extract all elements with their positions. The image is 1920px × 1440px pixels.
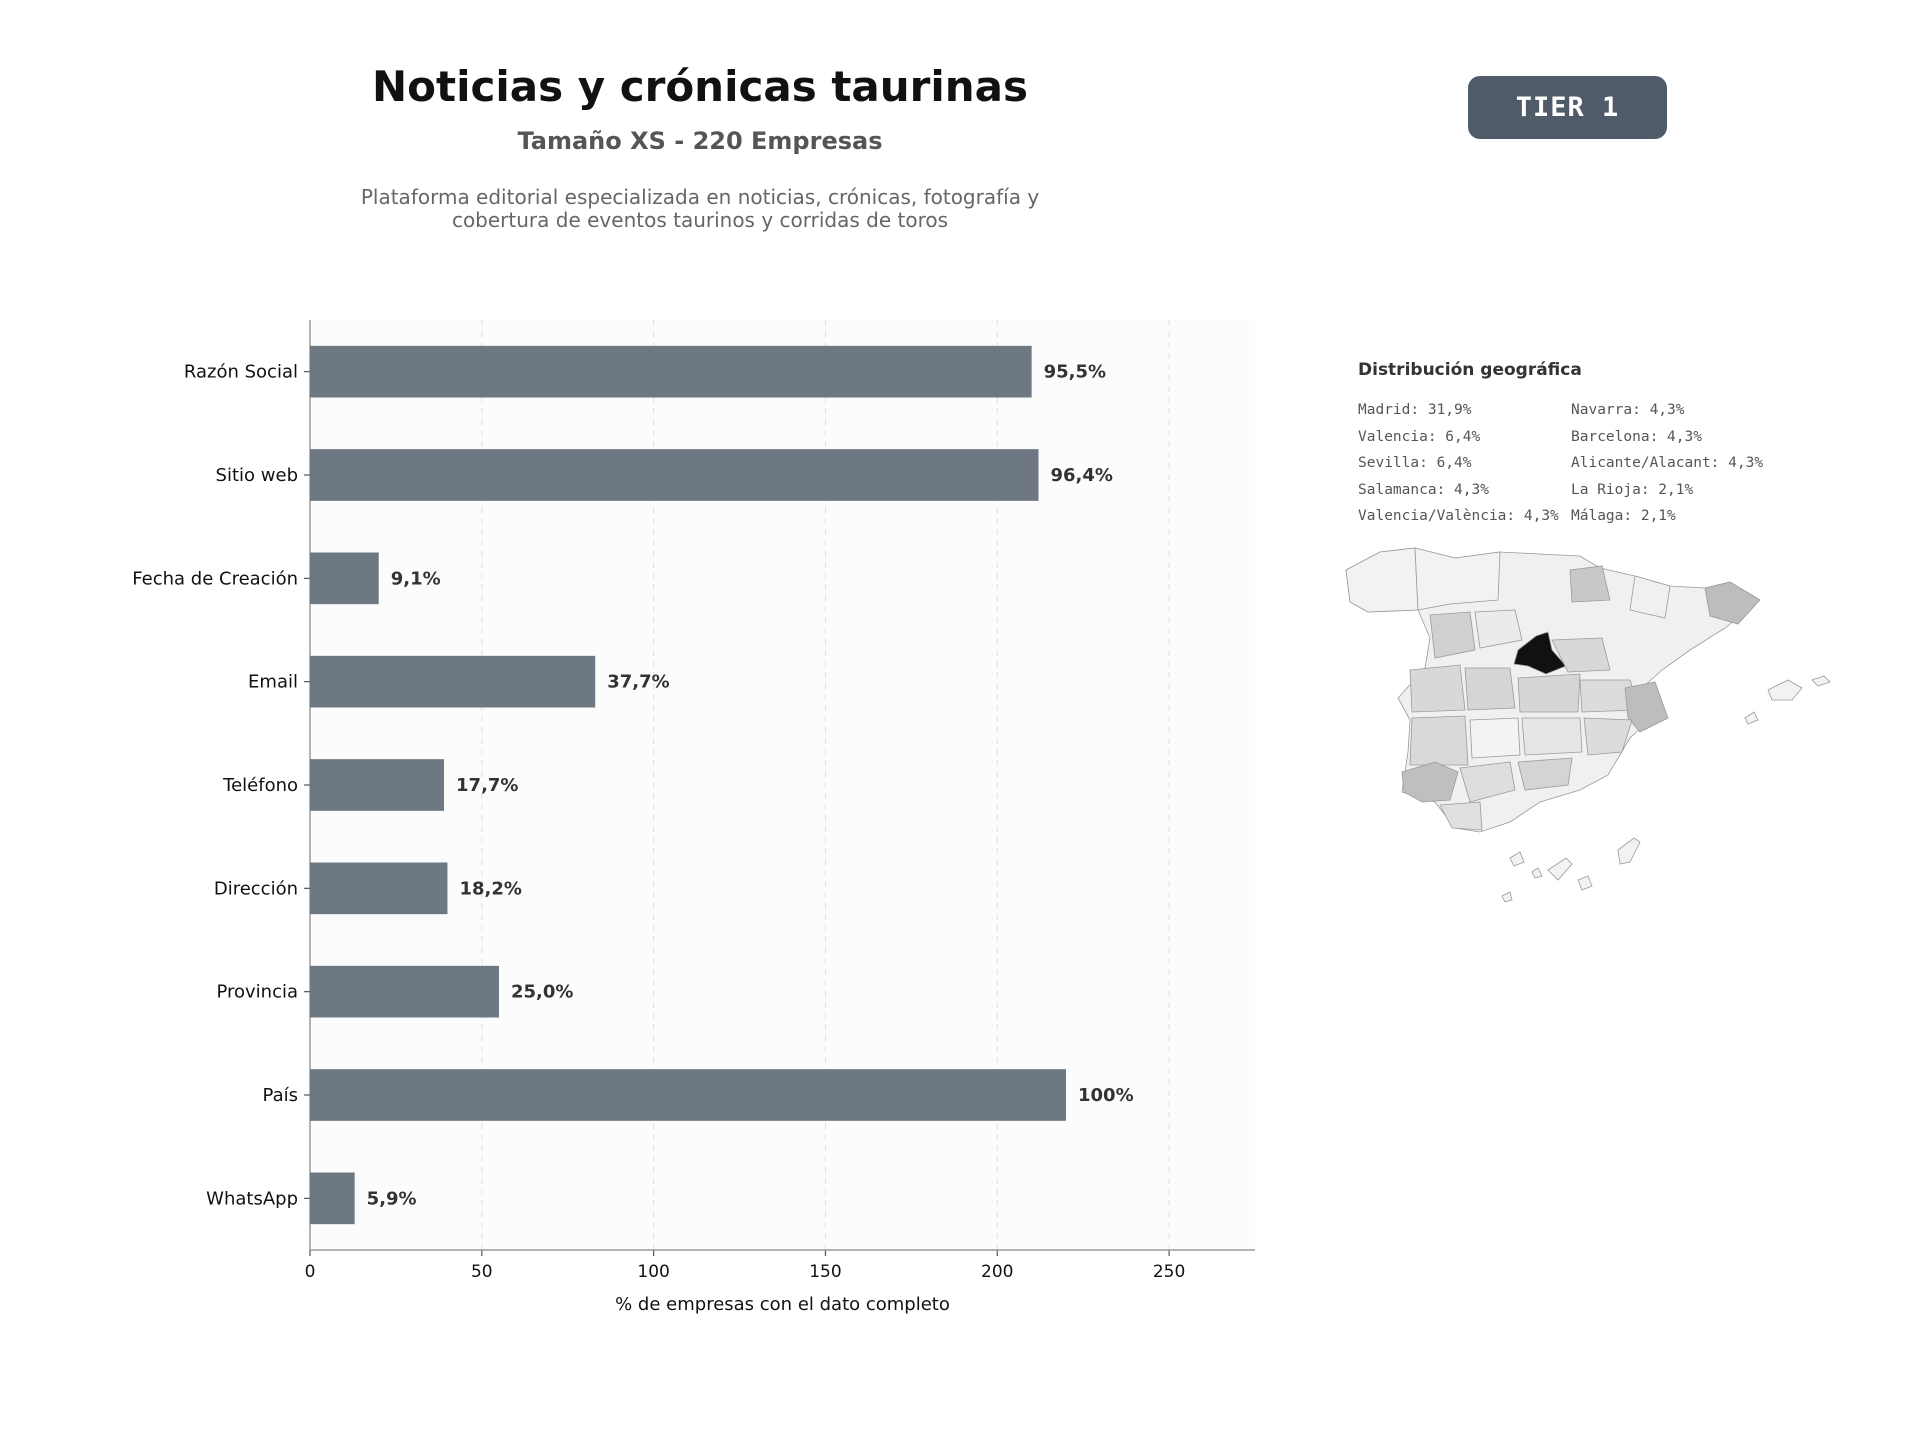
- geo-item: Valencia/València: 4,3%: [1358, 508, 1559, 524]
- category-label: Dirección: [214, 878, 298, 899]
- data-label: 17,7%: [456, 775, 518, 796]
- category-label: Razón Social: [184, 362, 298, 383]
- data-label: 5,9%: [367, 1188, 417, 1209]
- map-region: [1409, 664, 1466, 713]
- data-label: 9,1%: [391, 568, 441, 589]
- x-tick-label: 150: [809, 1262, 841, 1282]
- map-island: [1501, 891, 1513, 903]
- data-label: 37,7%: [607, 672, 669, 693]
- bar: [310, 1172, 355, 1225]
- map-region: [1517, 757, 1573, 791]
- map-region: [1517, 673, 1581, 713]
- data-label: 25,0%: [511, 982, 573, 1003]
- x-axis-label: % de empresas con el dato completo: [615, 1294, 950, 1315]
- data-label: 96,4%: [1051, 465, 1113, 486]
- category-label: Fecha de Creación: [132, 568, 298, 589]
- map-island: [1811, 675, 1831, 687]
- x-tick-label: 100: [637, 1262, 669, 1282]
- map-island: [1767, 679, 1803, 701]
- geo-distribution-title: Distribución geográfica: [1358, 360, 1582, 380]
- bar: [310, 862, 448, 915]
- page-description: Plataforma editorial especializada en no…: [330, 186, 1070, 232]
- page-title: Noticias y crónicas taurinas: [371, 62, 1029, 111]
- map-region: [1474, 609, 1523, 649]
- geo-item: Navarra: 4,3%: [1571, 402, 1685, 418]
- spain-map: [1345, 547, 1831, 903]
- map-island: [1744, 711, 1759, 725]
- bar: [310, 759, 445, 811]
- category-label: Sitio web: [216, 465, 298, 486]
- data-label: 100%: [1078, 1085, 1134, 1106]
- map-region: [1439, 801, 1483, 831]
- geo-item: Sevilla: 6,4%: [1358, 455, 1472, 471]
- map-region-valencia: [1624, 681, 1669, 733]
- description-line-2: cobertura de eventos taurinos y corridas…: [451, 208, 949, 232]
- map-region: [1429, 611, 1476, 659]
- bar: [310, 552, 379, 605]
- category-label: WhatsApp: [206, 1188, 298, 1209]
- geo-item: Valencia: 6,4%: [1358, 428, 1481, 445]
- page-subtitle: Tamaño XS - 220 Empresas: [517, 127, 883, 155]
- map-region: [1469, 717, 1521, 759]
- x-tick-label: 250: [1153, 1262, 1185, 1282]
- geo-distribution-list: Madrid: 31,9% Navarra: 4,3% Valencia: 6,…: [1358, 397, 1798, 530]
- map-region: [1409, 715, 1469, 766]
- tier-badge: TIER 1: [1468, 76, 1667, 139]
- geo-item: Málaga: 2,1%: [1571, 508, 1676, 524]
- map-island: [1577, 875, 1593, 891]
- map-island: [1547, 857, 1573, 881]
- map-region-sevilla: [1401, 761, 1459, 803]
- data-label: 18,2%: [459, 878, 521, 899]
- category-label: Email: [248, 672, 298, 693]
- bar: [310, 965, 499, 1018]
- geo-item: Madrid: 31,9%: [1358, 402, 1472, 418]
- x-tick-label: 0: [305, 1262, 316, 1282]
- category-label: País: [263, 1085, 298, 1106]
- map-region: [1345, 547, 1419, 613]
- map-island: [1531, 867, 1543, 879]
- map-island: [1509, 851, 1525, 867]
- bar: [310, 449, 1039, 501]
- map-region: [1583, 717, 1633, 756]
- description-line-1: Plataforma editorial especializada en no…: [360, 185, 1040, 209]
- x-tick-label: 200: [981, 1262, 1013, 1282]
- map-region: [1414, 547, 1501, 611]
- map-region: [1521, 717, 1583, 756]
- bar: [310, 345, 1032, 398]
- geo-item: Salamanca: 4,3%: [1358, 481, 1489, 498]
- category-label: Provincia: [216, 982, 298, 1003]
- x-tick-label: 50: [471, 1262, 493, 1282]
- map-region: [1569, 565, 1611, 603]
- bar: [310, 655, 596, 708]
- map-region: [1551, 637, 1611, 673]
- geo-item: La Rioja: 2,1%: [1571, 481, 1694, 498]
- map-region: [1704, 581, 1761, 625]
- data-label: 95,5%: [1044, 362, 1106, 383]
- map-island: [1617, 837, 1641, 865]
- map-region: [1629, 575, 1671, 619]
- map-region: [1459, 761, 1516, 803]
- geo-item: Alicante/Alacant: 4,3%: [1571, 455, 1764, 471]
- geo-item: Barcelona: 4,3%: [1571, 428, 1702, 445]
- map-region: [1464, 667, 1516, 711]
- category-label: Teléfono: [222, 775, 298, 796]
- bar: [310, 1069, 1066, 1121]
